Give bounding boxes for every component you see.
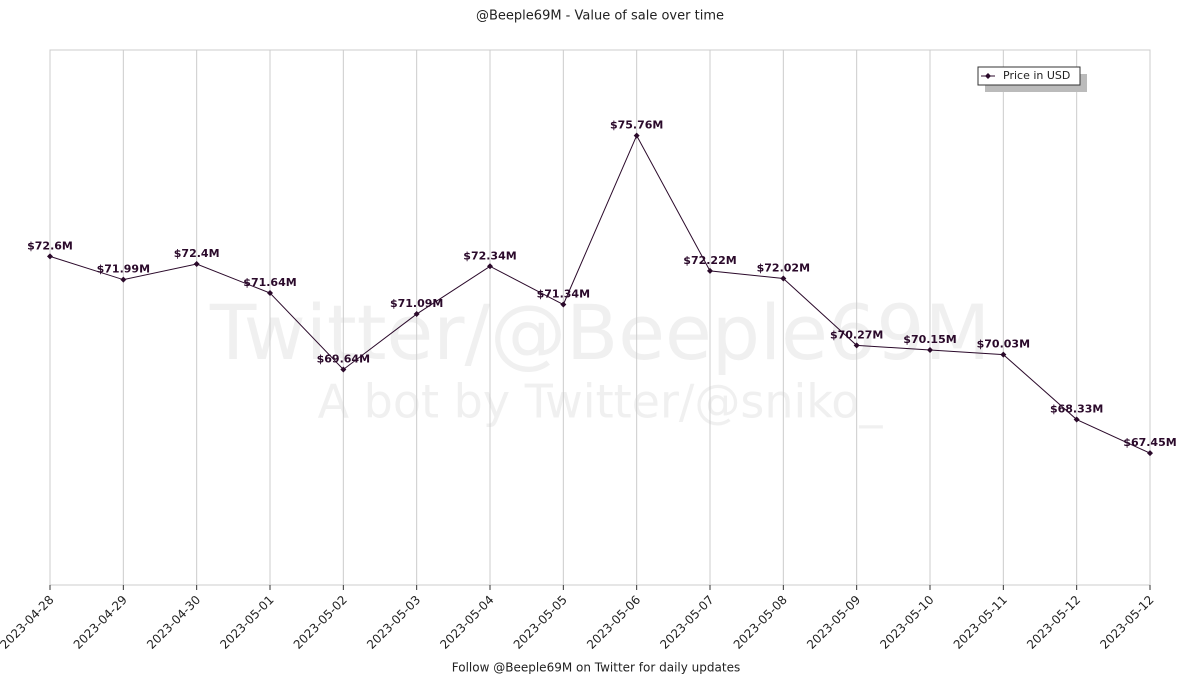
value-label: $72.34M [463, 249, 516, 262]
legend [977, 66, 1081, 86]
x-tick-label: 2023-04-29 [71, 593, 130, 652]
x-tick-label: 2023-05-07 [657, 593, 716, 652]
footer: Follow @Beeple69M on Twitter for daily u… [452, 661, 740, 675]
line [49, 134, 1151, 454]
marker [1073, 416, 1080, 423]
x-tick-label: 2023-05-05 [511, 593, 570, 652]
value-label: $67.45M [1123, 436, 1176, 449]
marker [47, 253, 53, 260]
marker [1000, 351, 1007, 358]
x-tick-label: 2023-05-11 [951, 593, 1010, 652]
marker [413, 311, 420, 318]
x-tick-label: 2023-05-06 [584, 593, 643, 652]
value-label: $75.76M [610, 119, 663, 132]
marker [633, 132, 640, 139]
x-tick-label: 2023-05-10 [877, 593, 936, 652]
marker [120, 276, 127, 283]
marker [193, 261, 200, 267]
marker [560, 301, 567, 308]
x-tick-label: 2023-05-04 [437, 593, 496, 652]
x-tick-label: 2023-05-09 [804, 593, 863, 652]
watermark: A bot by Twitter/@sniko_ [318, 375, 884, 429]
marker [487, 263, 493, 270]
x-tick-label: 2023-05-02 [291, 593, 350, 652]
value-label: $72.4M [174, 247, 220, 260]
value-label: $71.64M [243, 276, 296, 289]
value-label: $72.02M [757, 262, 810, 275]
x-tick-label: 2023-05-08 [731, 593, 790, 652]
x-tick-label: 2023-05-12 [1024, 593, 1083, 652]
marker [707, 267, 713, 274]
value-label: $71.99M [97, 263, 150, 276]
x-tick-label: 2023-05-03 [364, 593, 423, 652]
marker [927, 346, 933, 353]
value-label: $70.15M [903, 333, 956, 346]
watermark: Twitter/@Beeple69M [209, 288, 990, 377]
legend-label: Price in USD [1003, 69, 1070, 82]
x-tick-label: 2023-04-28 [0, 593, 57, 652]
value-label: $72.6M [27, 239, 73, 252]
marker [340, 366, 347, 373]
value-label: $71.09M [390, 297, 443, 310]
marker [1147, 450, 1153, 457]
value-label: $68.33M [1050, 403, 1103, 416]
value-label: $69.64M [317, 352, 370, 365]
value-label: $70.03M [977, 338, 1030, 351]
value-label: $71.34M [537, 288, 590, 301]
x-tick-label: 2023-05-12 [1097, 593, 1156, 652]
value-label: $72.22M [683, 254, 736, 267]
x-tick-label: 2023-04-30 [144, 593, 203, 652]
chart-title: @Beeple69M - Value of sale over time [476, 9, 724, 24]
marker [267, 290, 273, 297]
x-tick-label: 2023-05-01 [217, 593, 276, 652]
value-label: $70.27M [830, 328, 883, 341]
marker [853, 342, 860, 349]
marker [780, 275, 787, 282]
